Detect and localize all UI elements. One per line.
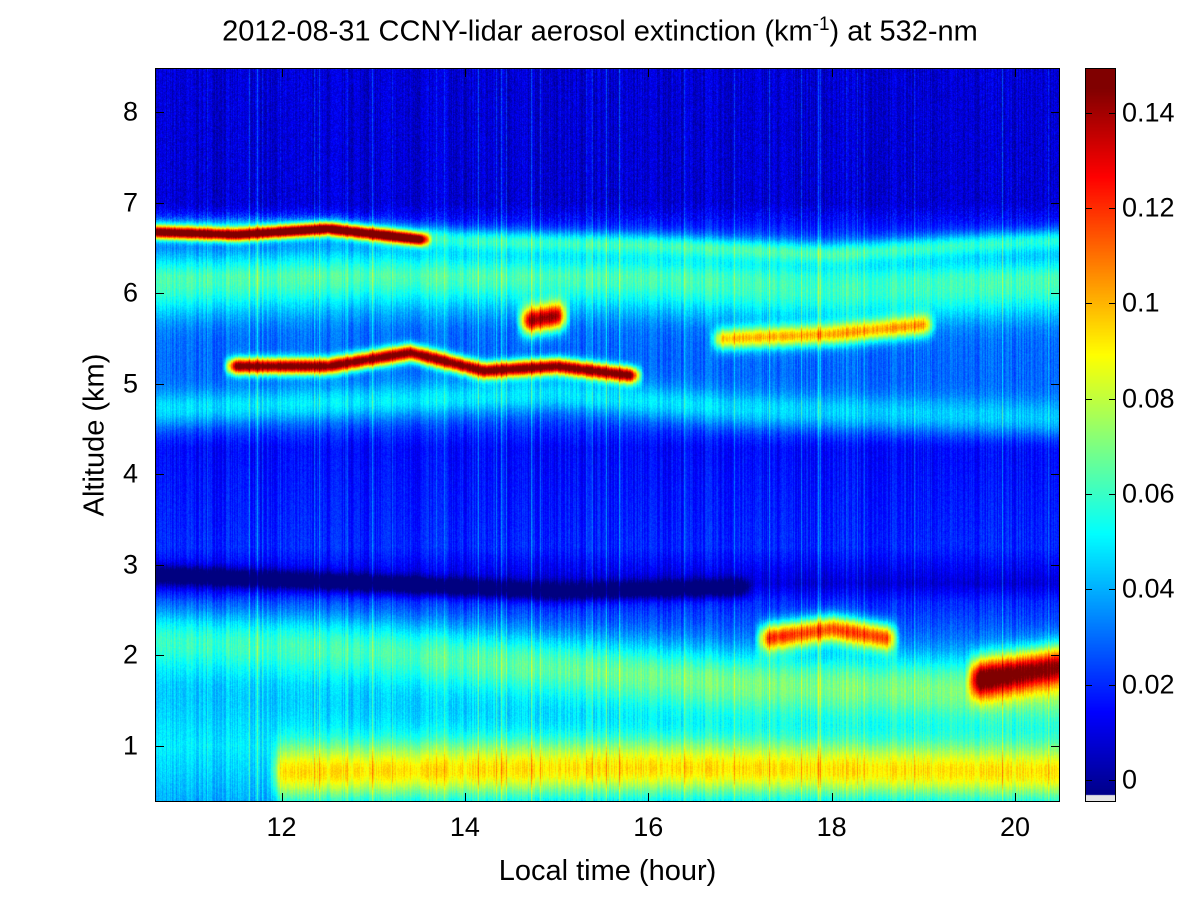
x-tick-mark: [464, 793, 466, 802]
title-text-suffix: ) at 532-nm: [829, 15, 978, 48]
colorbar-tick-mark: [1085, 589, 1092, 591]
y-tick-mark-right: [1051, 745, 1060, 747]
x-tick-mark: [648, 793, 650, 802]
y-tick-label: 5: [122, 368, 138, 399]
colorbar-tick-mark-right: [1109, 112, 1116, 114]
colorbar-tick-mark-right: [1109, 589, 1116, 591]
y-tick-label: 2: [122, 639, 138, 670]
x-tick-mark-top: [831, 68, 833, 77]
colorbar-tick-mark: [1085, 112, 1092, 114]
colorbar-tick-label: 0.1: [1122, 287, 1160, 318]
y-tick-label: 7: [122, 187, 138, 218]
colorbar-tick-mark: [1085, 780, 1092, 782]
colorbar-tick-mark: [1085, 398, 1092, 400]
title-text: 2012-08-31 CCNY-lidar aerosol extinction…: [222, 15, 813, 48]
x-axis-label: Local time (hour): [498, 855, 717, 887]
x-tick-label: 12: [266, 812, 297, 842]
colorbar-tick-label: 0.08: [1122, 383, 1175, 414]
y-tick-label: 6: [122, 277, 138, 308]
y-tick-label: 1: [122, 730, 138, 761]
colorbar-tick-mark: [1085, 684, 1092, 686]
y-tick-mark-right: [1051, 564, 1060, 566]
x-tick-mark-top: [648, 68, 650, 77]
y-tick-mark: [155, 655, 164, 657]
x-tick-label: 14: [449, 812, 480, 842]
x-tick-mark-top: [1015, 68, 1017, 77]
colorbar-tick-label: 0.04: [1122, 573, 1175, 604]
colorbar-tick-mark-right: [1109, 494, 1116, 496]
y-tick-mark: [155, 112, 164, 114]
y-tick-mark-right: [1051, 112, 1060, 114]
y-tick-mark: [155, 474, 164, 476]
colorbar-tick-mark-right: [1109, 780, 1116, 782]
y-tick-mark: [155, 202, 164, 204]
y-tick-mark: [155, 383, 164, 385]
y-tick-label: 4: [122, 458, 138, 489]
y-tick-mark: [155, 564, 164, 566]
colorbar-tick-label: 0.12: [1122, 192, 1175, 223]
y-axis-label: Altitude (km): [78, 353, 111, 517]
y-tick-mark-right: [1051, 474, 1060, 476]
x-tick-mark: [1015, 793, 1017, 802]
y-tick-mark: [155, 293, 164, 295]
colorbar-tick-label: 0.14: [1122, 97, 1175, 128]
colorbar-tick-mark-right: [1109, 684, 1116, 686]
colorbar-tick-mark: [1085, 494, 1092, 496]
x-tick-mark: [831, 793, 833, 802]
y-tick-label: 8: [122, 96, 138, 127]
y-tick-mark: [155, 745, 164, 747]
x-tick-mark: [281, 793, 283, 802]
x-tick-mark-top: [464, 68, 466, 77]
y-tick-label: 3: [122, 549, 138, 580]
heatmap-plot-area: [155, 68, 1060, 802]
colorbar-tick-label: 0.02: [1122, 669, 1175, 700]
colorbar-frame: [1085, 68, 1116, 802]
x-tick-label: 20: [1000, 812, 1031, 842]
colorbar: [1085, 68, 1116, 802]
colorbar-tick-mark: [1085, 208, 1092, 210]
x-tick-label: 18: [816, 812, 847, 842]
colorbar-tick-mark: [1085, 303, 1092, 305]
colorbar-tick-label: 0.06: [1122, 478, 1175, 509]
y-tick-mark-right: [1051, 383, 1060, 385]
colorbar-tick-mark-right: [1109, 303, 1116, 305]
colorbar-tick-mark-right: [1109, 208, 1116, 210]
title-superscript: -1: [812, 14, 830, 35]
x-tick-mark-top: [281, 68, 283, 77]
chart-title: 2012-08-31 CCNY-lidar aerosol extinction…: [0, 14, 1200, 49]
colorbar-tick-mark-right: [1109, 398, 1116, 400]
y-tick-mark-right: [1051, 202, 1060, 204]
y-tick-mark-right: [1051, 655, 1060, 657]
colorbar-tick-label: 0: [1122, 764, 1138, 795]
y-tick-mark-right: [1051, 293, 1060, 295]
x-tick-label: 16: [633, 812, 664, 842]
